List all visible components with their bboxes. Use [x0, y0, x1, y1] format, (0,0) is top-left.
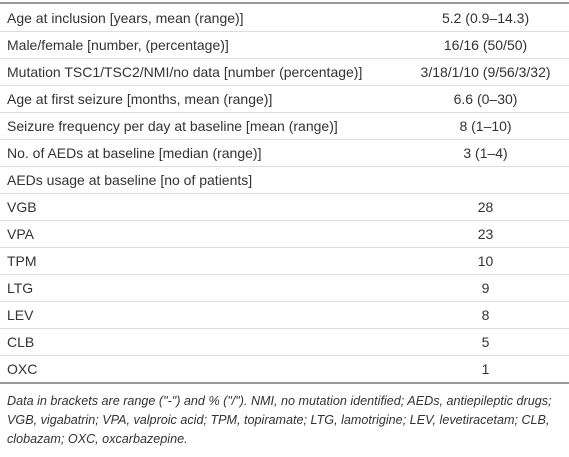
table-row: Age at first seizure [months, mean (rang… — [0, 85, 569, 112]
table-row: Mutation TSC1/TSC2/NMI/no data [number (… — [0, 58, 569, 85]
table-row: OXC 1 — [0, 355, 569, 382]
row-value: 5 — [481, 334, 490, 350]
row-value: 3 (1–4) — [463, 145, 508, 161]
row-label: TPM — [7, 253, 37, 269]
row-value: 5.2 (0.9–14.3) — [441, 9, 530, 26]
table-row: No. of AEDs at baseline [median (range)]… — [0, 139, 569, 166]
table: Age at inclusion [years, mean (range)] 5.… — [0, 2, 569, 384]
table-row: LEV 8 — [0, 301, 569, 328]
row-label: No. of AEDs at baseline [median (range)] — [7, 145, 262, 161]
row-label: AEDs usage at baseline [no of patients] — [7, 172, 253, 188]
row-value: 3/18/1/10 (9/56/3/32) — [420, 64, 551, 80]
row-value: 8 — [481, 307, 490, 323]
row-label: Seizure frequency per day at baseline [m… — [7, 118, 338, 134]
table-row: AEDs usage at baseline [no of patients] — [0, 166, 569, 193]
row-value: 8 (1–10) — [459, 118, 512, 134]
row-value: 23 — [477, 226, 494, 242]
row-label: VGB — [7, 199, 37, 215]
footnote: Data in brackets are range ("-") and % (… — [7, 394, 552, 446]
row-value: 6.6 (0–30) — [453, 91, 518, 107]
row-label: CLB — [7, 334, 35, 350]
table-row: TPM 10 — [0, 247, 569, 274]
row-value: 9 — [481, 280, 490, 296]
table-row: Age at inclusion [years, mean (range)] 5.… — [0, 4, 569, 31]
table-row: LTG 9 — [0, 274, 569, 301]
row-label: LEV — [7, 307, 34, 323]
table-row: CLB 5 — [0, 328, 569, 355]
row-label: LTG — [7, 280, 34, 296]
table-row: VGB 28 — [0, 193, 569, 220]
row-label: Male/female [number, (percentage)] — [7, 37, 229, 53]
row-value: 1 — [481, 361, 490, 377]
table-row: VPA 23 — [0, 220, 569, 247]
row-label: Age at inclusion [years, mean (range)] — [7, 9, 244, 26]
row-value: 16/16 (50/50) — [443, 37, 528, 53]
row-value: 28 — [477, 199, 494, 215]
row-label: OXC — [7, 361, 38, 377]
row-value: 10 — [477, 253, 494, 269]
table-row: Male/female [number, (percentage)] 16/16 … — [0, 31, 569, 58]
row-label: VPA — [7, 226, 34, 242]
row-label: Mutation TSC1/TSC2/NMI/no data [number (… — [7, 64, 363, 80]
table-row: Seizure frequency per day at baseline [m… — [0, 112, 569, 139]
row-label: Age at first seizure [months, mean (rang… — [7, 91, 273, 107]
